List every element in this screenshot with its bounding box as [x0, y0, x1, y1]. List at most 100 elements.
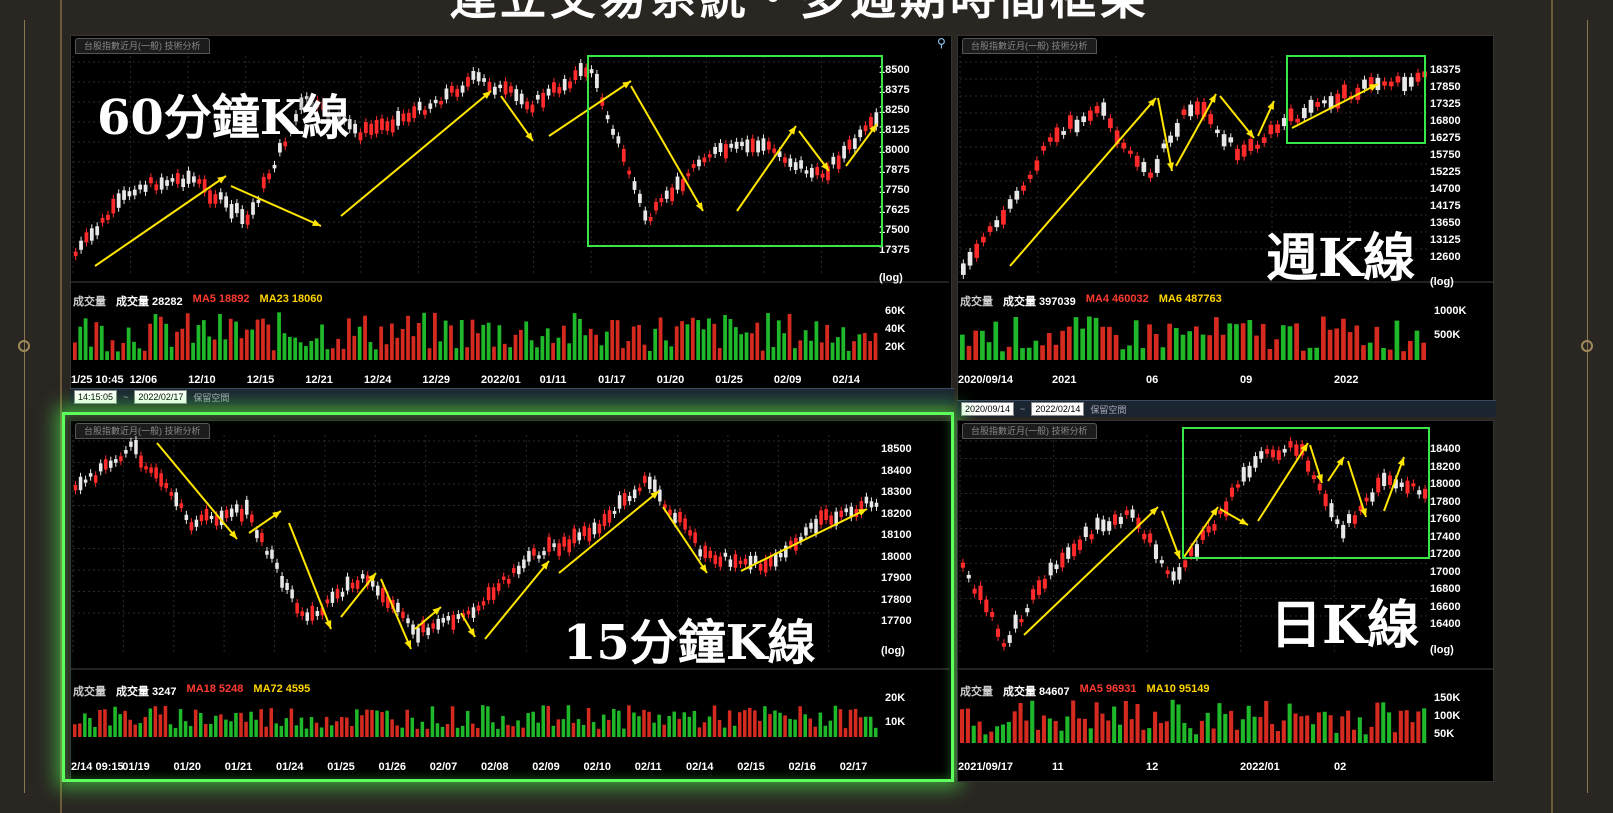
- volume-bar: [460, 320, 464, 360]
- date-tick: 02: [1334, 761, 1346, 773]
- to-date-select[interactable]: 2022/02/14: [1031, 402, 1084, 416]
- candle-body: [557, 87, 561, 93]
- candle-body: [95, 226, 99, 235]
- candle-body: [439, 101, 443, 104]
- keep-space-label[interactable]: 保留空間: [193, 391, 229, 404]
- price-tick: 18000: [1430, 478, 1461, 490]
- candle-body: [531, 105, 535, 113]
- candle-body: [1142, 534, 1146, 540]
- volume-bar: [1317, 712, 1321, 743]
- keep-space-label[interactable]: 保留空間: [1090, 403, 1126, 416]
- volume-bar: [750, 333, 754, 360]
- volume-bar: [1258, 717, 1262, 743]
- volume-bar: [1264, 701, 1268, 743]
- candle-body: [466, 77, 470, 87]
- date-axis: 1/25 10:45 12/06 12/10 12/15 12/21 12/24 12/29…: [71, 374, 891, 388]
- candle-body: [1275, 124, 1280, 133]
- volume-bar: [315, 338, 319, 360]
- date-tick: 01/17: [598, 374, 626, 386]
- volume-bar: [309, 341, 313, 360]
- candle-body: [138, 185, 142, 190]
- volume-info: 成交量 成交量 28282 MA5 18892 MA23 18060: [73, 293, 323, 309]
- candle-body: [990, 612, 994, 617]
- candle-body: [514, 89, 518, 101]
- candle-body: [1215, 130, 1220, 133]
- price-tick: 18500: [879, 64, 910, 76]
- volume-bar: [1118, 725, 1122, 743]
- candle-body: [1242, 145, 1247, 157]
- volume-bar: [1229, 711, 1233, 743]
- candle-body: [547, 89, 551, 96]
- volume-bar: [755, 323, 759, 360]
- candle-body: [1182, 109, 1187, 114]
- volume-bar: [782, 333, 786, 360]
- candle-body: [402, 114, 406, 122]
- candle-body: [1183, 560, 1187, 567]
- volume-bar: [972, 726, 976, 743]
- volume-bar: [978, 722, 982, 743]
- volume-bar: [519, 330, 523, 360]
- candle-body: [101, 218, 105, 223]
- volume-bar: [1375, 703, 1379, 743]
- volume-bar: [121, 343, 125, 360]
- volume-bar: [820, 342, 824, 360]
- volume-bar: [675, 326, 679, 360]
- volume-bar: [116, 351, 120, 360]
- date-tick: 01/11: [540, 374, 567, 386]
- volume-bar: [540, 336, 544, 360]
- volume-bar: [207, 336, 211, 360]
- candle-body: [978, 586, 982, 600]
- volume-bar: [288, 337, 292, 360]
- ma-long: MA23 18060: [260, 293, 323, 309]
- candle-body: [1001, 210, 1006, 225]
- price-tick: 12600: [1430, 251, 1461, 263]
- candle-body: [541, 93, 545, 108]
- from-date-select[interactable]: 2020/09/14: [961, 402, 1014, 416]
- trend-arrow: [1158, 98, 1172, 171]
- zoom-icon[interactable]: ⚲: [937, 36, 946, 50]
- candle-body: [1135, 156, 1140, 167]
- candle-body: [1128, 151, 1133, 154]
- candle-body: [1028, 175, 1033, 179]
- volume-bar: [1159, 723, 1163, 743]
- volume-bar: [567, 343, 571, 360]
- volume-bar: [1165, 721, 1169, 743]
- volume-bar: [1087, 317, 1092, 360]
- candle-body: [1072, 544, 1076, 557]
- time-select[interactable]: 14:15:05: [74, 390, 117, 404]
- volume-bar: [1253, 717, 1257, 743]
- candle-body: [981, 237, 986, 243]
- price-tick: 17400: [1430, 531, 1461, 543]
- candle-body: [246, 215, 250, 225]
- volume-bar: [422, 313, 426, 360]
- ma-long: MA10 95149: [1147, 683, 1210, 699]
- volume-bar: [1334, 328, 1339, 360]
- candle-body: [1125, 510, 1129, 515]
- date-select[interactable]: 2022/02/17: [134, 390, 187, 404]
- volume-bar: [583, 335, 587, 360]
- volume-bar: [983, 734, 987, 743]
- volume-bar: [777, 320, 781, 360]
- volume-bar: [374, 349, 378, 360]
- volume-bar: [648, 351, 652, 360]
- date-tick: 1/25 10:45: [71, 374, 124, 386]
- candle-body: [1088, 111, 1093, 121]
- chart-title-weekly: 週K線: [1266, 216, 1415, 291]
- volume-bar: [798, 340, 802, 360]
- candle-body: [133, 190, 137, 196]
- volume-bar: [1358, 717, 1362, 743]
- candle-body: [1142, 162, 1147, 172]
- volume-tick: 100K: [1434, 710, 1460, 722]
- volume-bar: [1007, 347, 1012, 360]
- volume-bar: [766, 313, 770, 360]
- candle-body: [364, 122, 368, 133]
- candle-body: [1171, 571, 1175, 580]
- candle-body: [579, 63, 583, 76]
- candle-body: [353, 124, 357, 133]
- volume-bar: [1348, 332, 1353, 360]
- volume-bar: [626, 341, 630, 360]
- volume-bar: [1048, 718, 1052, 743]
- volume-bar: [304, 346, 308, 360]
- candle-body: [79, 241, 83, 250]
- volume-bar: [1161, 347, 1166, 360]
